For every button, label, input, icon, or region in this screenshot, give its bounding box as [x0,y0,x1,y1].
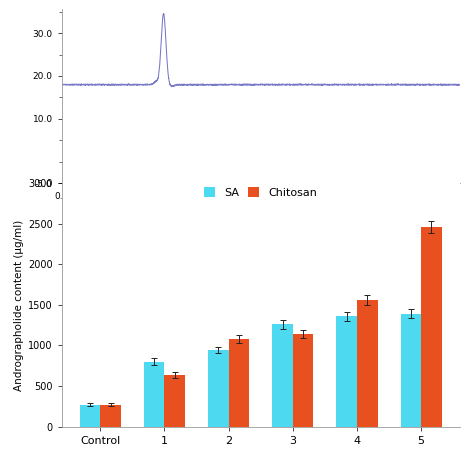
Legend: SA, Chitosan: SA, Chitosan [201,184,320,201]
Bar [293,334,313,427]
Bar [164,374,185,427]
Bar [421,227,442,427]
Text: 15.0: 15.0 [437,186,457,195]
Bar [208,350,228,427]
Text: (a): (a) [251,197,271,210]
Bar [80,405,100,427]
Bar [401,314,421,427]
Bar [228,339,249,427]
Y-axis label: Andrographolide content (μg/ml): Andrographolide content (μg/ml) [14,219,24,391]
Bar [272,324,293,427]
Bar [100,405,121,427]
Bar [144,362,164,427]
Bar [337,316,357,427]
Bar [357,300,377,427]
